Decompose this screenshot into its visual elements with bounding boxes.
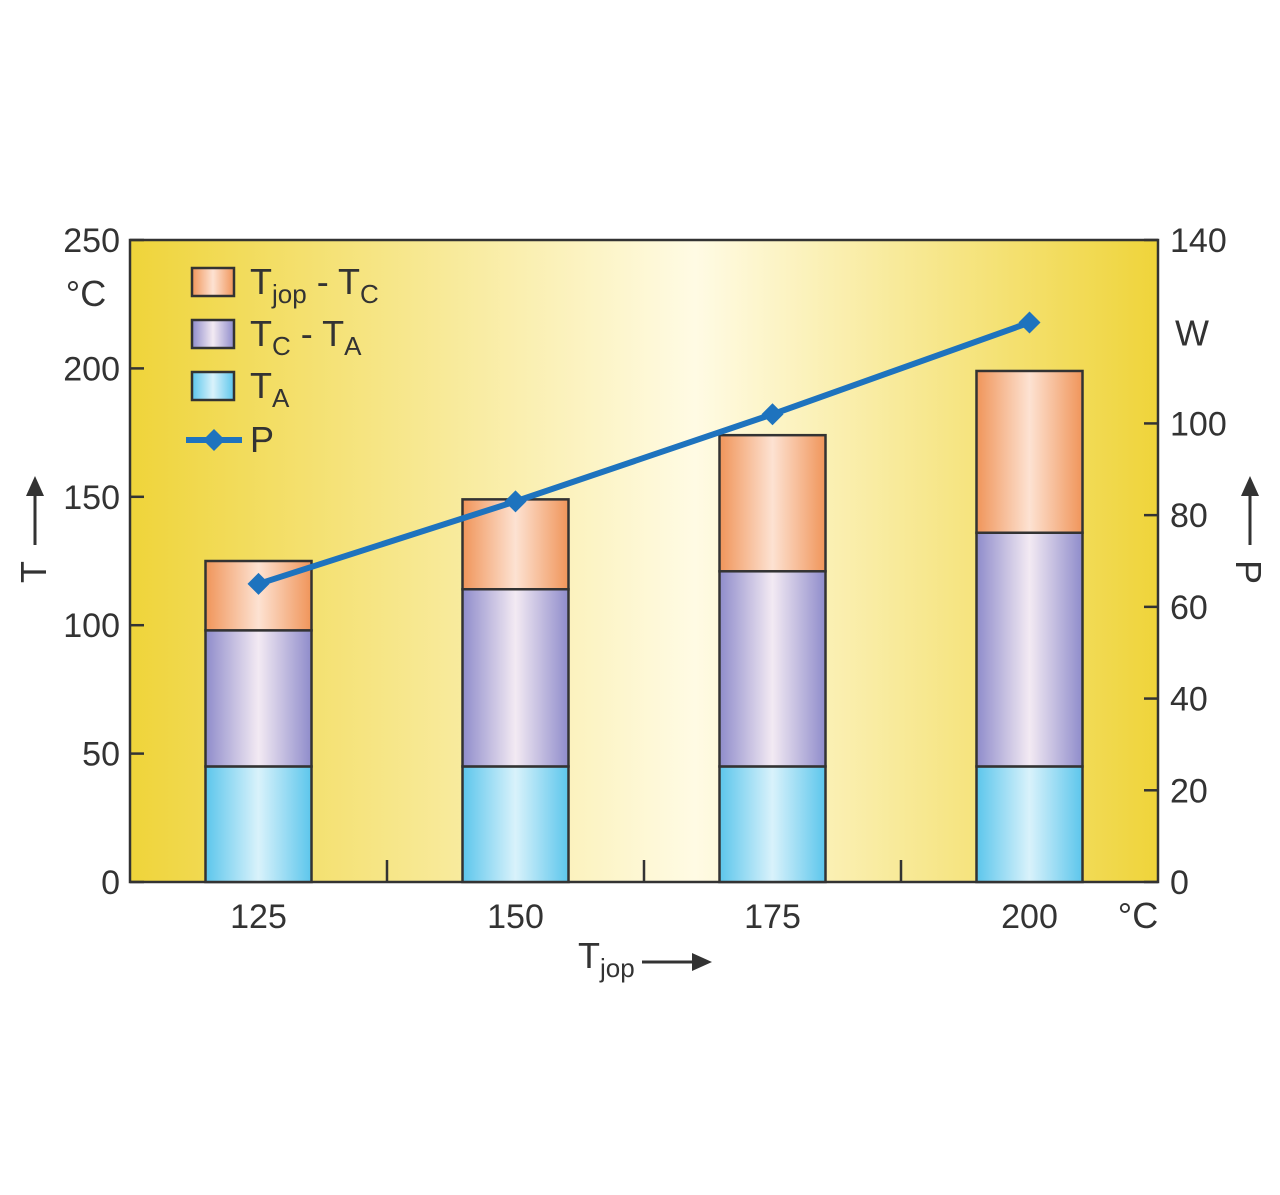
bar-tc_ta-150 xyxy=(461,587,570,768)
x-arrow-head xyxy=(692,953,712,971)
left-tick-label: 250 xyxy=(63,222,120,260)
left-tick-label: 200 xyxy=(63,350,120,388)
x-tick-label: 200 xyxy=(1001,898,1058,936)
right-tick-label: 40 xyxy=(1170,681,1208,719)
power-point-175 xyxy=(761,403,784,426)
right-unit-label: W xyxy=(1175,313,1209,354)
bar-ta-125 xyxy=(204,765,313,884)
axes: 0 50 100 150 200 250 0 20 40 60 80 100 140 125 150 175 2… xyxy=(63,222,1226,936)
bar-ta-150 xyxy=(461,765,570,884)
legend-marker-p xyxy=(203,429,225,451)
legend-swatch-ta xyxy=(190,370,236,402)
bars xyxy=(204,369,1084,884)
x-axis-title: Tjop xyxy=(578,935,635,983)
right-tick-label: 140 xyxy=(1170,222,1227,260)
legend-swatch-tc_ta xyxy=(190,318,236,350)
right-tick-label: 20 xyxy=(1170,772,1208,810)
legend-swatch-tjop_tc xyxy=(190,266,236,298)
axis-titles: T P Tjop xyxy=(13,476,1269,983)
right-tick-label: 60 xyxy=(1170,589,1208,627)
bar-tc_ta-200 xyxy=(975,531,1084,768)
bar-tc_ta-125 xyxy=(204,629,313,768)
right-tick-label: 0 xyxy=(1170,864,1189,902)
left-unit-label: °C xyxy=(66,273,106,314)
right-tick-label: 100 xyxy=(1170,405,1227,443)
right-axis-title: P xyxy=(1228,560,1269,584)
legend-label-tc_ta: TC - TA xyxy=(250,313,362,361)
left-axis-title: T xyxy=(13,561,54,583)
left-tick-label: 100 xyxy=(63,607,120,645)
power-point-125 xyxy=(247,572,270,595)
right-tick-label: 80 xyxy=(1170,497,1208,535)
x-tick-label: 150 xyxy=(487,898,544,936)
x-unit-label: °C xyxy=(1118,895,1158,936)
x-tick-label: 125 xyxy=(230,898,287,936)
bar-tc_ta-175 xyxy=(718,570,827,768)
left-arrow-head xyxy=(26,476,44,496)
power-line-path xyxy=(257,319,1031,587)
bar-tjop_tc-175 xyxy=(718,433,827,573)
power-line xyxy=(247,311,1041,595)
legend-label-ta: TA xyxy=(250,365,290,413)
bar-tjop_tc-200 xyxy=(975,369,1084,535)
left-tick-label: 150 xyxy=(63,479,120,517)
power-point-200 xyxy=(1018,311,1041,334)
x-tick-label: 175 xyxy=(744,898,801,936)
bar-ta-175 xyxy=(718,765,827,884)
left-tick-label: 0 xyxy=(101,864,120,902)
power-point-150 xyxy=(504,490,527,513)
legend-label-p: P xyxy=(250,419,274,460)
bar-ta-200 xyxy=(975,765,1084,884)
left-tick-label: 50 xyxy=(82,736,120,774)
legend-label-tjop_tc: Tjop - TC xyxy=(250,261,379,309)
right-arrow-head xyxy=(1241,476,1259,496)
